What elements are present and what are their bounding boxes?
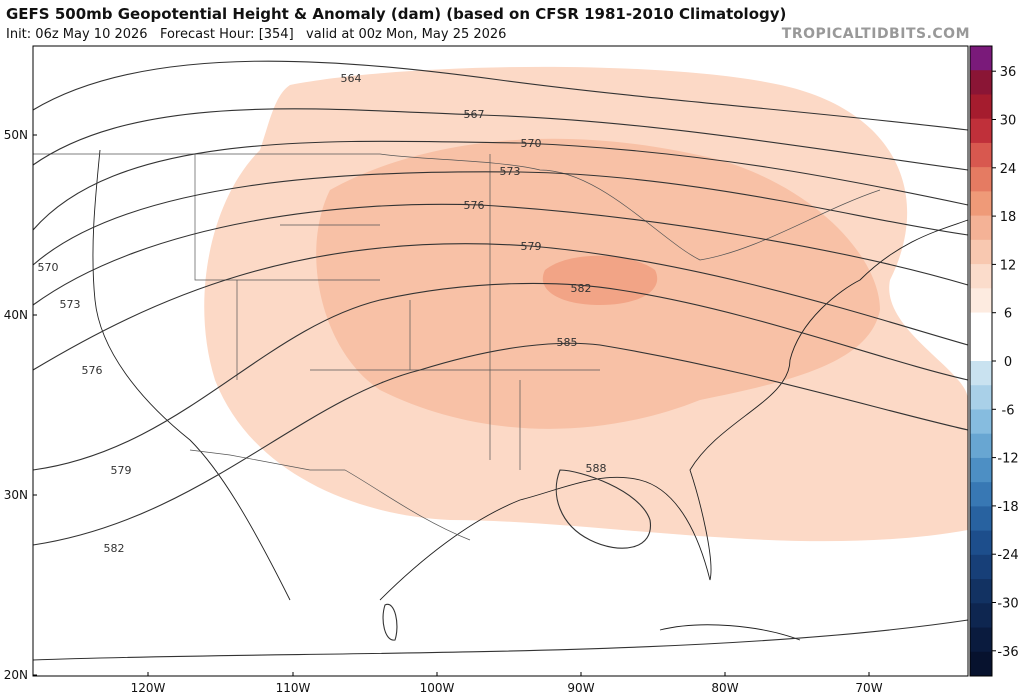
colorbar-segment bbox=[970, 336, 992, 362]
contour-label: 564 bbox=[341, 72, 362, 85]
colorbar-tick-label: 36 bbox=[1000, 65, 1017, 80]
colorbar-segment bbox=[970, 118, 992, 144]
colorbar-tick-label: -30 bbox=[997, 597, 1018, 612]
colorbar-tick-label: 30 bbox=[1000, 114, 1017, 129]
lon-label: 80W bbox=[711, 681, 738, 695]
lon-label: 70W bbox=[855, 681, 882, 695]
colorbar-segment bbox=[970, 46, 992, 71]
contour-label: 576 bbox=[82, 364, 103, 377]
colorbar-tick-label: -18 bbox=[997, 500, 1018, 515]
borders bbox=[33, 153, 881, 541]
map-frame bbox=[32, 45, 969, 677]
colorbar-segment bbox=[970, 264, 992, 289]
coastlines bbox=[92, 149, 969, 641]
colorbar-segment bbox=[970, 215, 992, 241]
colorbar: 36 30 24 18 12 6 0 -6 -12 -18 -24 -30 -36 bbox=[969, 45, 1019, 677]
colorbar-tick-label: 24 bbox=[1000, 162, 1017, 177]
colorbar-segment bbox=[970, 167, 992, 192]
colorbar-tick-label: 18 bbox=[1000, 210, 1017, 225]
contour-label: 573 bbox=[500, 165, 521, 178]
colorbar-tick-label: -12 bbox=[997, 452, 1018, 467]
colorbar-tick-label: 6 bbox=[1004, 307, 1012, 322]
lon-label: 120W bbox=[131, 681, 166, 695]
lat-label: 50N bbox=[4, 128, 28, 142]
colorbar-segment bbox=[970, 506, 992, 532]
contour-label: 570 bbox=[38, 261, 59, 274]
contour-label: 582 bbox=[571, 282, 592, 295]
colorbar-tick-label: 0 bbox=[1004, 355, 1012, 370]
subtitle: Init: 06z May 10 2026 Forecast Hour: [35… bbox=[6, 27, 506, 42]
colorbar-tick-label: -6 bbox=[1002, 403, 1015, 418]
anomaly-shading bbox=[204, 66, 968, 542]
map-labels: 50N 40N 30N 20N 120W 110W 100W 90W 80W 70W 564 567 5… bbox=[4, 72, 883, 695]
colorbar-segment bbox=[970, 651, 992, 677]
colorbar-segment bbox=[970, 239, 992, 265]
lon-label: 110W bbox=[276, 681, 311, 695]
contour-label: 582 bbox=[104, 542, 125, 555]
colorbar-segment bbox=[970, 70, 992, 95]
contour-label: 588 bbox=[586, 462, 607, 475]
colorbar-segment bbox=[970, 288, 992, 314]
colorbar-segment bbox=[970, 433, 992, 459]
contour-label: 570 bbox=[521, 137, 542, 150]
lat-label: 30N bbox=[4, 488, 28, 502]
contour-label: 576 bbox=[464, 199, 485, 212]
colorbar-tick-label: -36 bbox=[997, 645, 1018, 660]
colorbar-segment bbox=[970, 579, 992, 604]
colorbar-segment bbox=[970, 409, 992, 435]
colorbar-segment bbox=[970, 554, 992, 580]
colorbar-segment bbox=[970, 457, 992, 483]
colorbar-segment bbox=[970, 627, 992, 653]
colorbar-tick-label: -24 bbox=[997, 548, 1018, 563]
colorbar-segment bbox=[970, 385, 992, 410]
colorbar-segment bbox=[970, 142, 992, 168]
contour-label: 579 bbox=[111, 464, 132, 477]
lon-label: 100W bbox=[420, 681, 455, 695]
lon-label: 90W bbox=[567, 681, 594, 695]
colorbar-segment bbox=[970, 361, 992, 386]
watermark: TROPICALTIDBITS.COM bbox=[782, 26, 970, 42]
contour-label: 585 bbox=[557, 336, 578, 349]
colorbar-tick-label: 12 bbox=[1000, 258, 1017, 273]
contour-label: 573 bbox=[60, 298, 81, 311]
colorbar-segment bbox=[970, 191, 992, 217]
colorbar-segment bbox=[970, 530, 992, 556]
title: GEFS 500mb Geopotential Height & Anomaly… bbox=[6, 5, 786, 23]
height-contours bbox=[32, 60, 969, 661]
lat-label: 40N bbox=[4, 308, 28, 322]
colorbar-segment bbox=[970, 603, 992, 629]
contour-label: 579 bbox=[521, 240, 542, 253]
colorbar-segment bbox=[970, 312, 992, 338]
lat-label: 20N bbox=[4, 668, 28, 682]
contour-label: 567 bbox=[464, 108, 485, 121]
colorbar-segment bbox=[970, 482, 992, 507]
colorbar-segment bbox=[970, 94, 992, 120]
